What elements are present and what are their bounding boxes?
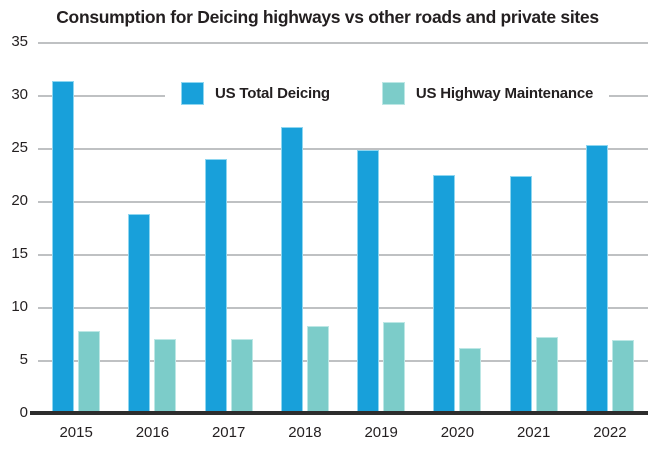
gridline [38,42,648,44]
y-tick-label: 30 [11,86,28,103]
bar-us-total-deicing [357,150,380,413]
gridline [38,201,648,204]
legend-swatch-highway-maintenance [381,82,405,105]
bar-us-highway-maintenance [459,348,482,413]
bar-us-total-deicing [585,144,608,413]
bar-us-highway-maintenance [154,338,177,413]
bar-us-total-deicing [280,126,303,413]
bar-us-total-deicing [204,158,227,413]
legend: US Total Deicing US Highway Maintenance [165,79,610,108]
gridline [38,360,648,363]
bar-us-highway-maintenance [306,326,329,413]
x-axis: 2015 2016 2017 2018 2019 2020 2021 2022 [38,424,648,441]
bar-us-highway-maintenance [611,339,634,413]
gridline [38,148,648,150]
bar-us-total-deicing [433,174,456,413]
x-tick-label: 2021 [516,424,551,441]
y-tick-label: 10 [11,298,28,316]
x-tick-label: 2020 [440,424,475,441]
y-tick-label: 20 [11,192,28,210]
bars-layer [38,42,648,413]
x-tick-label: 2022 [593,424,627,441]
gridline [38,307,648,310]
bar-us-total-deicing [52,81,75,413]
x-tick-label: 2019 [364,424,398,441]
x-axis-line [30,411,648,415]
bar-group-2017 [204,42,253,413]
plot-area: US Total Deicing US Highway Maintenance [30,42,648,415]
legend-label-highway-maintenance: US Highway Maintenance [415,85,594,102]
y-tick-label: 15 [11,245,28,262]
bar-group-2020 [433,42,482,413]
x-tick-label: 2017 [211,424,246,441]
bar-group-2019 [357,42,406,413]
x-tick-label: 2015 [59,424,93,441]
bar-us-highway-maintenance [535,336,558,413]
bar-group-2015 [52,42,101,413]
bar-us-highway-maintenance [230,338,253,413]
bar-group-2018 [280,42,329,413]
bar-group-2021 [509,42,558,413]
bar-us-highway-maintenance [383,321,406,413]
legend-item-total-deicing: US Total Deicing [181,82,330,105]
y-axis: 0 5 10 15 20 25 30 35 [0,33,30,421]
bar-us-highway-maintenance [78,331,101,413]
chart-title: Consumption for Deicing highways vs othe… [56,7,599,27]
gridline [38,254,648,256]
x-tick-label: 2016 [135,424,170,441]
y-tick-label: 25 [11,139,28,156]
bar-us-total-deicing [509,175,532,413]
legend-item-highway-maintenance: US Highway Maintenance [381,82,594,105]
bar-group-2022 [585,42,634,413]
y-tick-label: 0 [19,404,28,421]
legend-swatch-total-deicing [181,82,204,105]
y-tick-label: 5 [19,351,28,369]
bar-us-total-deicing [128,213,151,413]
legend-label-total-deicing: US Total Deicing [215,85,330,102]
bar-group-2016 [128,42,177,413]
x-tick-label: 2018 [288,424,322,441]
y-tick-label: 35 [11,33,28,50]
